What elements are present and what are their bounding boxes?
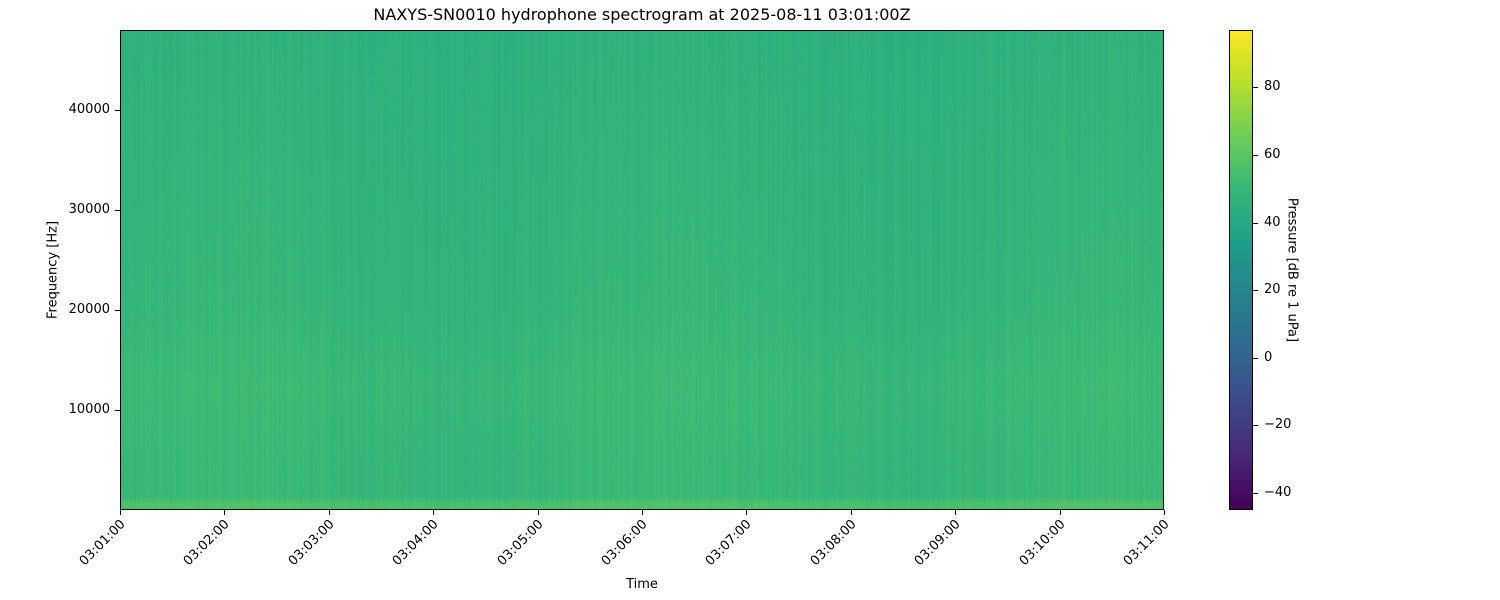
x-tick-label: 03:02:00: [181, 517, 233, 569]
x-tick-label: 03:08:00: [807, 517, 860, 569]
y-tick-mark: [115, 410, 120, 411]
y-tick-label: 30000: [68, 202, 110, 217]
colorbar-tick-label: 20: [1264, 282, 1281, 298]
x-tick-label: 03:01:00: [76, 517, 129, 569]
x-tick-label: 03:05:00: [494, 517, 547, 569]
colorbar-label: Pressure [dB re 1 uPa]: [1284, 197, 1300, 343]
x-tick-mark: [224, 510, 226, 515]
colorbar-tick-label: −20: [1264, 417, 1292, 433]
y-tick-mark: [115, 110, 120, 111]
x-tick-mark: [537, 510, 539, 515]
x-tick-label: 03:06:00: [598, 517, 651, 569]
colorbar-tick-label: 60: [1264, 147, 1281, 163]
x-tick-mark: [850, 510, 852, 515]
x-tick-mark: [1059, 510, 1061, 515]
y-tick-label: 10000: [68, 402, 110, 417]
x-tick-label: 03:07:00: [703, 517, 755, 569]
colorbar-tick-mark: [1253, 222, 1258, 224]
x-tick-mark: [433, 510, 435, 515]
y-tick-mark: [115, 310, 120, 311]
colorbar-tick-mark: [1253, 357, 1258, 359]
x-tick-label: 03:04:00: [389, 517, 442, 569]
x-tick-label: 03:10:00: [1016, 517, 1069, 569]
x-tick-label: 03:03:00: [285, 517, 338, 569]
plot-area: [120, 30, 1164, 510]
colorbar-tick-label: −40: [1264, 485, 1292, 501]
x-tick-label: 03:09:00: [911, 517, 964, 569]
x-tick-mark: [955, 510, 957, 515]
y-axis-label: Frequency [Hz]: [45, 220, 61, 320]
y-tick-label: 40000: [68, 102, 110, 117]
x-tick-mark: [746, 510, 748, 515]
colorbar-tick-mark: [1253, 155, 1258, 157]
x-tick-mark: [1164, 510, 1165, 515]
x-tick-mark: [328, 510, 330, 515]
colorbar-tick-label: 40: [1264, 214, 1281, 230]
colorbar-tick-mark: [1253, 87, 1258, 89]
spectrogram-heatmap: [121, 31, 1163, 509]
x-tick-label: 03:11:00: [1120, 517, 1173, 569]
chart-title: NAXYS-SN0010 hydrophone spectrogram at 2…: [373, 5, 911, 24]
colorbar-tick-label: 0: [1264, 349, 1273, 365]
x-axis-label: Time: [626, 577, 658, 592]
y-tick-label: 20000: [68, 302, 110, 317]
colorbar-tick-label: 80: [1264, 79, 1281, 95]
colorbar-tick-mark: [1253, 290, 1258, 292]
y-tick-mark: [115, 210, 120, 211]
colorbar: [1229, 30, 1253, 510]
x-tick-mark: [120, 510, 121, 515]
colorbar-tick-mark: [1253, 425, 1258, 427]
colorbar-tick-mark: [1253, 493, 1258, 495]
x-tick-mark: [642, 510, 643, 515]
